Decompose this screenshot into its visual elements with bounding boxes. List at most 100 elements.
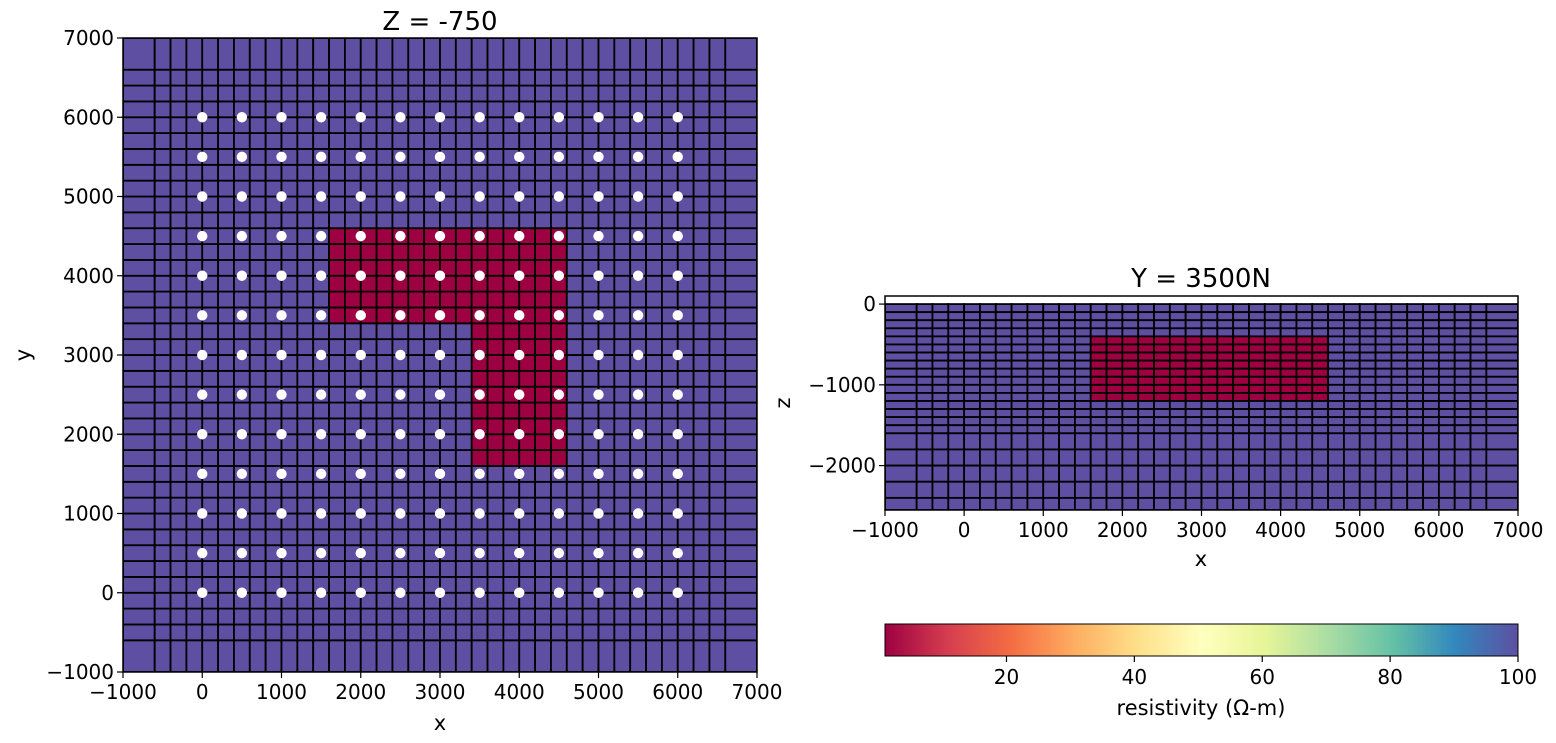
station-marker xyxy=(553,508,565,519)
mesh-cell xyxy=(661,243,679,261)
anomaly-cell xyxy=(1105,383,1124,394)
x-tick-label: 0 xyxy=(958,518,971,542)
mesh-cell xyxy=(343,623,362,642)
mesh-cell xyxy=(1010,351,1029,362)
mesh-cell xyxy=(1327,311,1345,322)
mesh-cell xyxy=(201,163,219,182)
mesh-cell xyxy=(645,148,663,166)
mesh-cell xyxy=(613,591,632,610)
anomaly-cell xyxy=(470,322,489,341)
mesh-cell xyxy=(613,195,632,214)
mesh-cell xyxy=(1422,375,1440,386)
mesh-cell xyxy=(1168,448,1187,467)
anomaly-cell xyxy=(1295,359,1314,370)
mesh-cell xyxy=(1485,319,1518,330)
mesh-cell xyxy=(454,195,473,214)
mesh-cell xyxy=(994,432,1013,451)
anomaly-cell xyxy=(1232,359,1250,370)
mesh-cell xyxy=(692,385,711,404)
mesh-cell xyxy=(676,290,695,309)
mesh-cell xyxy=(1422,303,1440,314)
mesh-cell xyxy=(375,163,394,182)
anomaly-cell xyxy=(1232,367,1250,378)
mesh-cell xyxy=(1358,335,1377,346)
mesh-cell xyxy=(947,327,966,338)
station-marker xyxy=(474,389,485,400)
anomaly-cell xyxy=(375,274,394,293)
station-marker xyxy=(434,151,446,163)
mesh-cell xyxy=(1422,408,1440,419)
anomaly-cell xyxy=(1232,383,1250,394)
mesh-cell xyxy=(613,258,632,277)
mesh-cell xyxy=(375,322,394,341)
station-marker xyxy=(672,230,683,242)
mesh-cell xyxy=(185,623,204,642)
mesh-cell xyxy=(931,448,950,467)
mesh-cell xyxy=(1485,351,1518,362)
anomaly-cell xyxy=(1105,375,1124,386)
mesh-cell xyxy=(613,560,632,578)
anomaly-cell xyxy=(1263,375,1282,386)
mesh-cell xyxy=(994,400,1013,410)
anomaly-cell xyxy=(1311,367,1330,378)
mesh-cell xyxy=(296,354,315,372)
mesh-cell xyxy=(359,38,378,71)
y-tick-label: 7000 xyxy=(63,26,114,50)
mesh-cell xyxy=(1184,424,1203,435)
mesh-cell xyxy=(1263,319,1282,330)
anomaly-cell xyxy=(1153,351,1171,362)
mesh-cell xyxy=(169,576,188,594)
mesh-cell xyxy=(1153,464,1171,483)
mesh-cell xyxy=(1010,327,1029,338)
mesh-cell xyxy=(391,38,410,71)
mesh-cell xyxy=(1263,448,1282,467)
mesh-cell xyxy=(565,465,584,483)
mesh-cell xyxy=(645,623,663,642)
mesh-cell xyxy=(1010,392,1029,402)
mesh-cell xyxy=(486,607,505,626)
mesh-cell xyxy=(1153,496,1171,510)
mesh-cell xyxy=(1358,351,1377,362)
mesh-cell xyxy=(724,211,757,230)
mesh-cell xyxy=(979,303,997,314)
mesh-cell xyxy=(645,354,663,372)
mesh-cell xyxy=(217,258,235,277)
y-tick-label: 4000 xyxy=(63,264,114,288)
mesh-cell xyxy=(979,408,997,419)
station-marker xyxy=(593,230,604,242)
mesh-cell xyxy=(407,417,426,436)
mesh-cell xyxy=(885,408,918,419)
mesh-cell xyxy=(708,132,727,150)
mesh-cell xyxy=(979,432,997,451)
mesh-cell xyxy=(359,560,378,578)
mesh-cell xyxy=(1248,496,1266,510)
mesh-cell xyxy=(724,195,757,214)
mesh-cell xyxy=(486,84,505,103)
mesh-cell xyxy=(692,512,711,531)
mesh-cell xyxy=(565,401,584,420)
anomaly-cell xyxy=(470,290,489,309)
mesh-cell xyxy=(1374,367,1393,378)
mesh-cell xyxy=(1248,432,1266,451)
mesh-cell xyxy=(1010,343,1029,354)
mesh-cell xyxy=(597,449,616,467)
mesh-cell xyxy=(280,369,299,388)
mesh-cell xyxy=(153,369,172,388)
mesh-cell xyxy=(1074,448,1092,467)
mesh-cell xyxy=(391,84,410,103)
mesh-cell xyxy=(613,544,632,562)
mesh-cell xyxy=(312,607,330,626)
anomaly-cell xyxy=(328,243,346,261)
mesh-cell xyxy=(423,639,441,672)
mesh-cell xyxy=(169,496,188,515)
station-marker xyxy=(593,310,604,321)
mesh-cell xyxy=(692,84,711,103)
mesh-cell xyxy=(423,607,441,626)
mesh-cell xyxy=(153,560,172,578)
mesh-cell xyxy=(153,116,172,134)
station-marker xyxy=(514,310,525,321)
mesh-cell xyxy=(185,243,204,261)
mesh-cell xyxy=(1232,400,1250,410)
mesh-cell xyxy=(185,211,204,230)
mesh-cell xyxy=(1406,303,1424,314)
